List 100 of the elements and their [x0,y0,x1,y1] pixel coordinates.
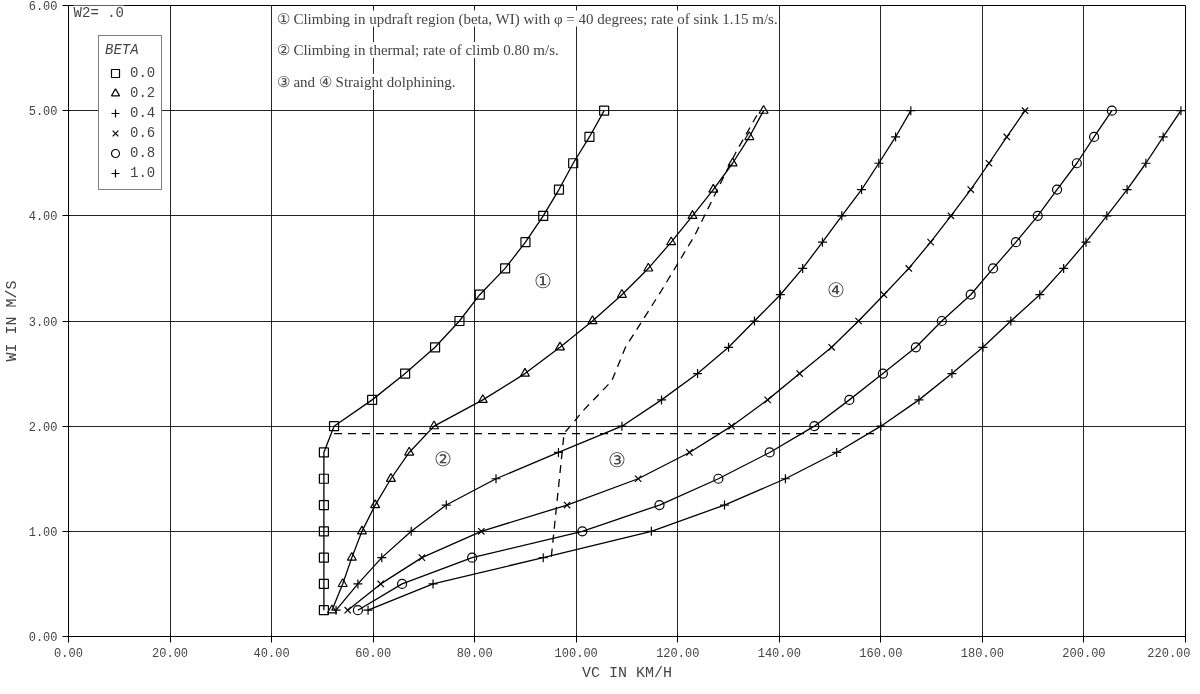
point [687,210,698,220]
x-tick-label: 40.00 [253,646,290,661]
point [985,159,993,168]
point [809,421,820,432]
point [599,105,610,116]
annotation: ③ [608,450,627,474]
point [326,604,338,614]
point [396,578,408,590]
point [1021,106,1029,115]
point [428,420,440,430]
point [910,342,921,353]
point [708,183,719,193]
point [987,263,999,274]
point [844,394,855,405]
x-tick-label: 80.00 [456,646,493,661]
point [577,526,588,537]
point [520,237,531,248]
point [965,289,976,300]
y-tick-label: 6.00 [28,0,58,14]
x-tick-label: 0.00 [54,646,83,661]
legend-label: 0.8 [130,144,156,163]
point [1003,133,1011,141]
point [418,553,426,562]
legend-title: BETA [105,42,140,58]
point [474,289,485,300]
point [758,104,769,114]
point [367,394,378,405]
point [318,473,329,484]
x-tick-label: 120.00 [656,646,700,661]
point [587,315,598,325]
point [744,131,755,141]
point [1071,158,1082,169]
point [643,262,654,272]
point [318,526,329,537]
point [616,288,628,298]
legend-label: 1.0 [130,164,156,183]
x-axis-title: VC IN KM/H [581,664,673,682]
point [877,368,888,379]
legend-label: 0.4 [130,104,156,123]
annotation: ① [534,270,553,294]
point [318,552,329,563]
legend-label: 0.0 [130,64,156,83]
point [584,131,595,143]
annotation: ④ [826,280,845,304]
point [763,396,772,404]
point [318,499,329,511]
y-tick-label: 4.00 [28,210,58,225]
point [713,473,724,484]
y-tick-label: 3.00 [28,315,58,330]
point [356,525,368,535]
point [454,315,465,327]
point [477,394,488,404]
point [429,342,441,353]
y-tick-label: 5.00 [28,105,58,120]
point [318,447,329,458]
annotation: ③ and ④ Straight dolphining. [276,73,456,90]
legend-label: 0.6 [130,124,156,143]
point [404,446,415,456]
point [1106,105,1117,116]
point [554,341,566,351]
point [947,212,955,220]
y-tick-label: 0.00 [28,631,58,645]
point [500,263,511,274]
point [936,315,947,327]
x-tick-label: 160.00 [859,646,903,661]
y-axis-title: WI IN M/S [3,280,21,362]
point [727,157,738,167]
x-tick-label: 140.00 [757,646,801,661]
x-tick-label: 220.00 [1147,646,1191,661]
point [376,580,385,588]
point [666,236,677,246]
point [764,447,775,458]
point [318,578,329,590]
point [337,578,348,588]
point [318,605,329,616]
point [854,317,863,325]
point [1010,237,1022,248]
point [328,421,340,432]
annotation: ① Climbing in updraft region (beta, WI) with φ = 40 degrees; rate of sink 1.15 m/s. [276,10,778,28]
point [654,499,665,511]
point [352,605,363,616]
point [400,368,411,379]
point [727,422,736,430]
x-tick-label: 200.00 [1062,646,1106,661]
x-tick-label: 100.00 [554,646,598,661]
legend-label: 0.2 [130,84,156,103]
point [827,343,836,352]
point [346,551,357,561]
point [553,184,565,195]
y-tick-label: 1.00 [28,525,58,540]
point [519,367,531,377]
point [385,472,397,482]
point [1089,131,1100,143]
x-tick-label: 180.00 [960,646,1005,661]
point [905,264,913,273]
x-tick-label: 60.00 [355,646,392,661]
point [634,474,642,483]
point [1051,184,1063,195]
x-tick-label: 20.00 [152,646,189,661]
point [538,210,549,221]
